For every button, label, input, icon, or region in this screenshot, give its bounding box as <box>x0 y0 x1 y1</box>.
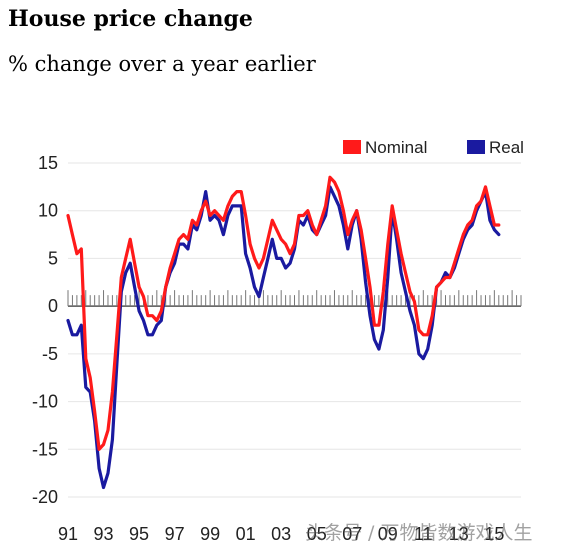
y-tick-label: -10 <box>32 392 58 412</box>
x-tick-label: 93 <box>94 524 114 544</box>
gridlines <box>68 162 521 498</box>
legend-label-real: Real <box>489 138 524 157</box>
x-tick-label: 11 <box>414 524 433 544</box>
legend-label-nominal: Nominal <box>365 138 427 157</box>
x-tick-label: 05 <box>307 524 327 544</box>
series-line-nominal <box>66 175 501 451</box>
y-tick-label: -20 <box>32 487 58 507</box>
x-tick-label: 97 <box>165 524 185 544</box>
legend: Nominal Real <box>343 138 524 157</box>
y-tick-label: -15 <box>32 439 58 459</box>
x-tick-label: 95 <box>129 524 149 544</box>
chart-subtitle: % change over a year earlier <box>8 52 316 76</box>
legend-swatch-real <box>467 140 485 154</box>
y-tick-label: -5 <box>42 344 58 364</box>
x-tick-label: 09 <box>378 524 398 544</box>
chart-title: House price change <box>8 6 253 32</box>
x-tick-label: 07 <box>342 524 362 544</box>
watermark: 头条号 / 万物皆数游戏人生 <box>305 522 533 544</box>
series-lines <box>66 175 501 490</box>
y-tick-label: 15 <box>38 153 58 173</box>
x-tick-label: 15 <box>484 524 504 544</box>
series-line-real <box>66 185 501 490</box>
x-tick-label: 03 <box>271 524 291 544</box>
x-tick-label: 01 <box>236 524 256 544</box>
x-tick-label: 91 <box>58 524 78 544</box>
x-tick-label: 13 <box>449 524 469 544</box>
x-tick-label: 99 <box>200 524 220 544</box>
legend-swatch-nominal <box>343 140 361 154</box>
y-tick-label: 10 <box>38 201 58 221</box>
y-tick-label: 5 <box>48 248 58 268</box>
y-tick-label: 0 <box>48 296 58 316</box>
